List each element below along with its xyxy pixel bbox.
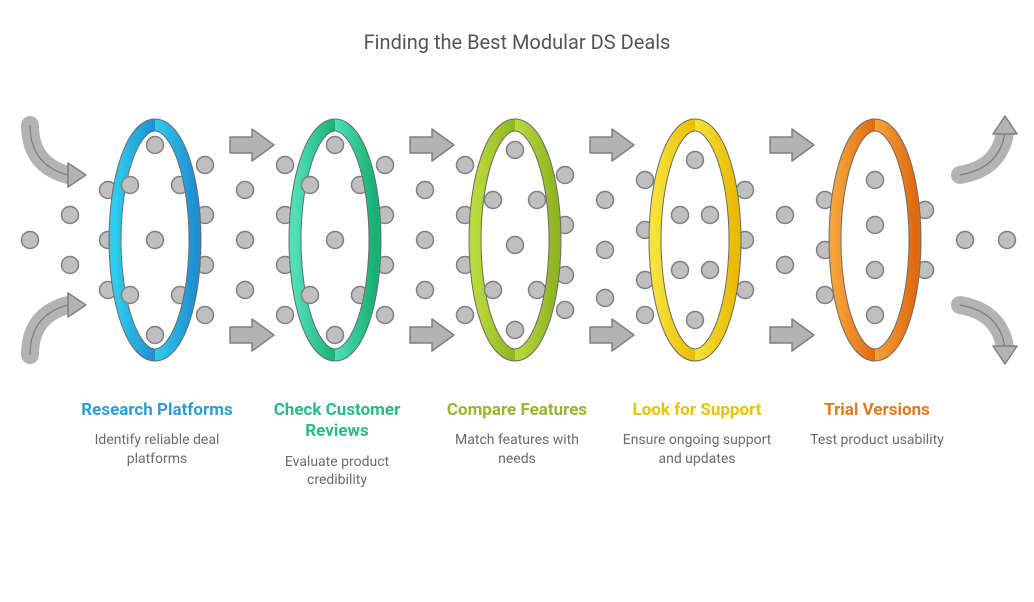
stage-subtitle: Test product usability [795, 431, 959, 450]
stage-label-compare: Compare Features Match features with need… [427, 400, 607, 490]
particle-dot [457, 307, 474, 324]
particle-dot [147, 232, 164, 249]
particle-dot [237, 282, 254, 299]
particle-dot [702, 262, 719, 279]
curved-arrow [30, 293, 86, 355]
stage-subtitle: Ensure ongoing support and updates [615, 431, 779, 469]
particle-dot [237, 232, 254, 249]
funnel-diagram [0, 100, 1034, 380]
stage-subtitle: Match features with needs [435, 431, 599, 469]
particle-dot [277, 157, 294, 174]
particle-dot [557, 167, 574, 184]
particle-dot [999, 232, 1016, 249]
particle-dot [507, 142, 524, 159]
particle-dot [22, 232, 39, 249]
particle-dot [122, 177, 139, 194]
particle-dot [817, 287, 834, 304]
connector-arrow [410, 129, 454, 161]
particle-dot [702, 207, 719, 224]
stage-heading: Compare Features [435, 400, 599, 421]
particle-dot [485, 192, 502, 209]
connector-arrow [770, 319, 814, 351]
connector-arrow [770, 129, 814, 161]
particle-dot [417, 182, 434, 199]
stage-heading: Research Platforms [75, 400, 239, 421]
particle-dot [197, 157, 214, 174]
particle-dot [597, 192, 614, 209]
particle-dot [147, 137, 164, 154]
connector-arrow [590, 319, 634, 351]
particle-dot [417, 232, 434, 249]
particle-dot [777, 207, 794, 224]
particle-dot [687, 152, 704, 169]
particle-dot [417, 282, 434, 299]
particle-dot [377, 157, 394, 174]
particle-dot [327, 232, 344, 249]
particle-dot [197, 307, 214, 324]
connector-arrow [230, 319, 274, 351]
particle-dot [62, 207, 79, 224]
stage-label-reviews: Check Customer Reviews Evaluate product c… [247, 400, 427, 490]
particle-dot [122, 287, 139, 304]
particle-dot [687, 312, 704, 329]
particle-dot [507, 237, 524, 254]
particle-dot [277, 307, 294, 324]
stage-label-trial: Trial Versions Test product usability [787, 400, 967, 490]
particle-dot [485, 282, 502, 299]
particle-dot [637, 307, 654, 324]
particle-dot [597, 242, 614, 259]
stage-labels-row: Research Platforms Identify reliable deal… [0, 400, 1034, 490]
particle-dot [529, 282, 546, 299]
stage-subtitle: Evaluate product credibility [255, 453, 419, 491]
particle-dot [327, 327, 344, 344]
particle-dot [302, 287, 319, 304]
particle-dot [457, 157, 474, 174]
stage-heading: Trial Versions [795, 400, 959, 421]
particle-dot [507, 322, 524, 339]
stage-subtitle: Identify reliable deal platforms [75, 431, 239, 469]
particle-dot [597, 290, 614, 307]
curved-arrow [960, 116, 1017, 175]
stage-heading: Check Customer Reviews [255, 400, 419, 443]
particle-dot [637, 172, 654, 189]
connector-arrow [590, 129, 634, 161]
particle-dot [529, 192, 546, 209]
curved-arrow [30, 125, 86, 187]
particle-dot [957, 232, 974, 249]
particle-dot [377, 307, 394, 324]
particle-dot [867, 307, 884, 324]
stage-heading: Look for Support [615, 400, 779, 421]
particle-dot [737, 182, 754, 199]
connector-arrow [410, 319, 454, 351]
particle-dot [557, 302, 574, 319]
particle-dot [672, 207, 689, 224]
particle-dot [147, 327, 164, 344]
stage-label-support: Look for Support Ensure ongoing support a… [607, 400, 787, 490]
particle-dot [867, 262, 884, 279]
stage-label-research: Research Platforms Identify reliable deal… [67, 400, 247, 490]
page-title: Finding the Best Modular DS Deals [0, 0, 1034, 54]
curved-arrow [960, 305, 1017, 364]
particle-dot [867, 172, 884, 189]
particle-dot [327, 137, 344, 154]
particle-dot [302, 177, 319, 194]
particle-dot [777, 257, 794, 274]
particle-dot [672, 262, 689, 279]
particle-dot [237, 182, 254, 199]
particle-dot [62, 257, 79, 274]
particle-dot [867, 217, 884, 234]
connector-arrow [230, 129, 274, 161]
particle-dot [737, 282, 754, 299]
